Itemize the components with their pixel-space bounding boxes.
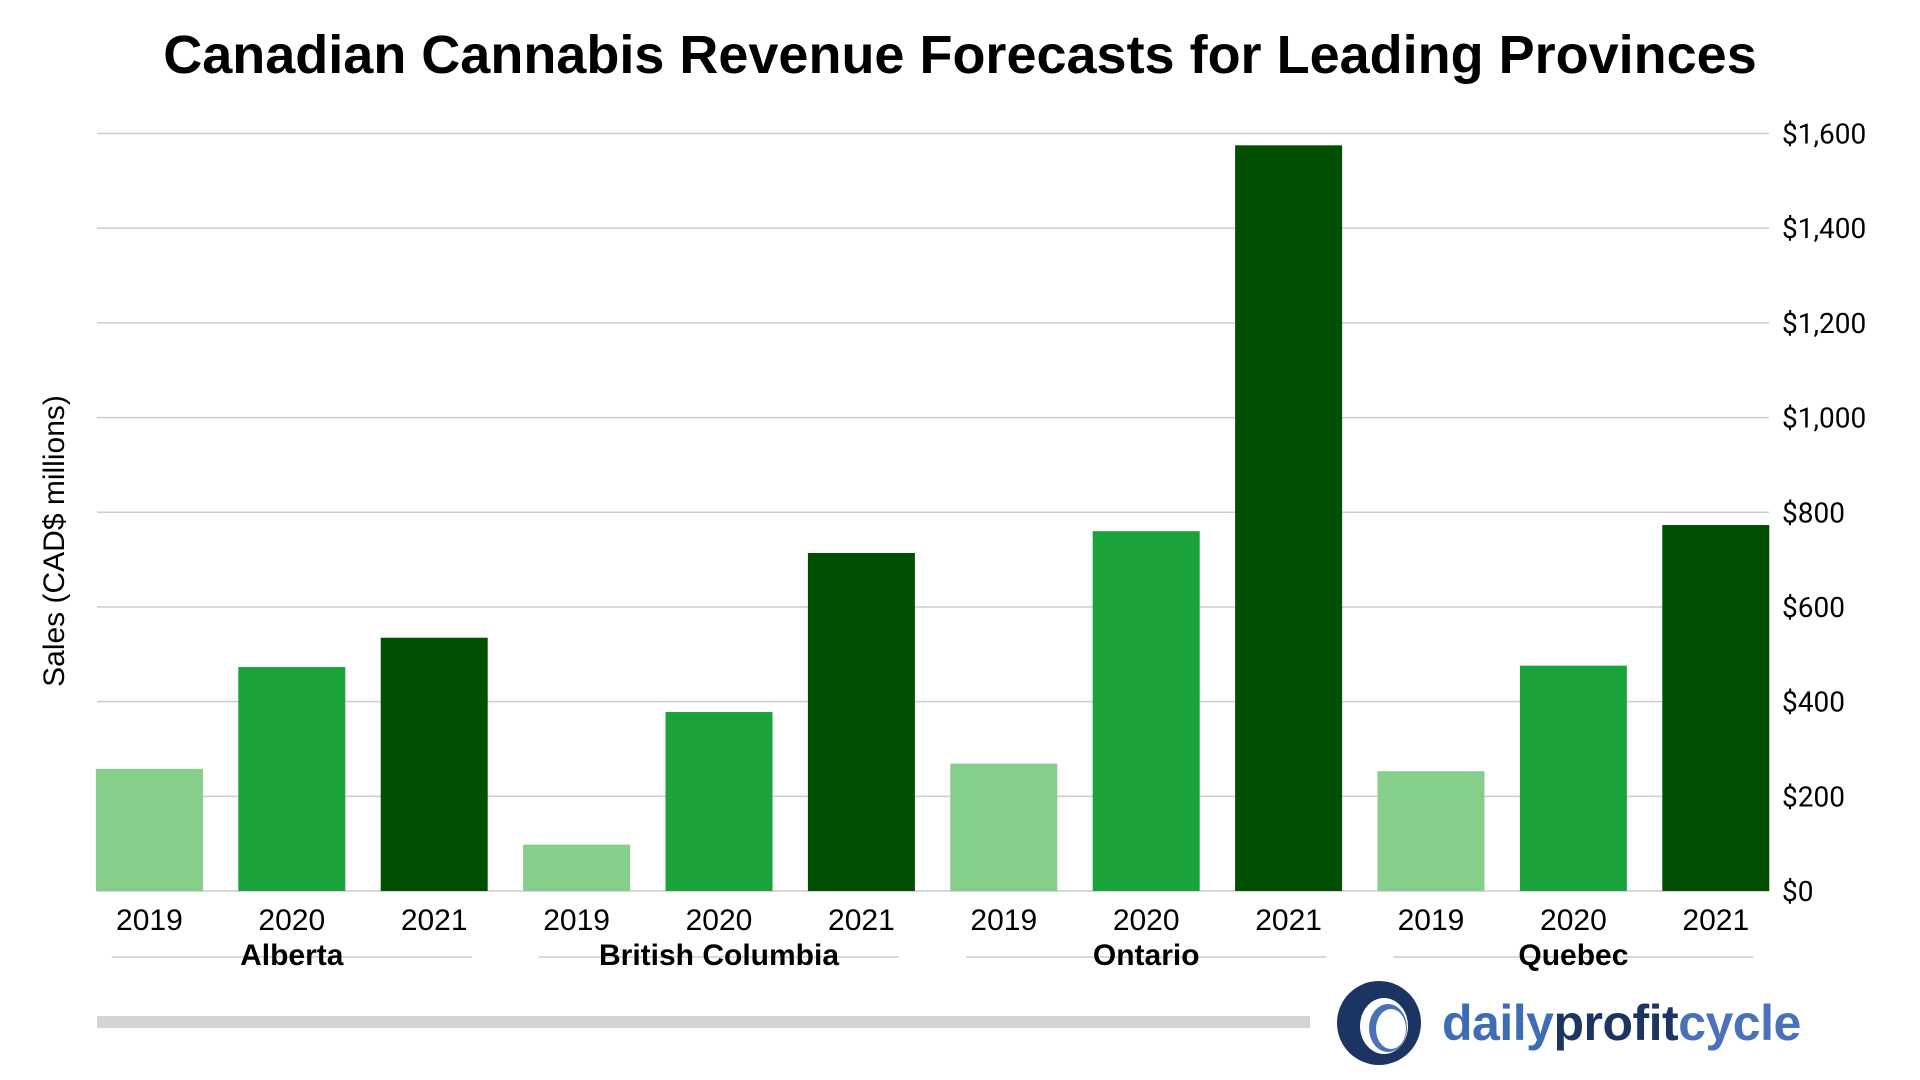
chart-title: Canadian Cannabis Revenue Forecasts for … bbox=[163, 25, 1757, 85]
logo-cycle: cycle bbox=[1678, 995, 1801, 1051]
y-tick-label: $1,200 bbox=[1782, 307, 1866, 340]
bar-alberta-2021 bbox=[380, 637, 488, 891]
bar-ontario-2019 bbox=[950, 763, 1058, 891]
bar-quebec-2021 bbox=[1662, 525, 1770, 891]
y-tick-label: $600 bbox=[1782, 591, 1845, 624]
logo-text: dailyprofitcycle bbox=[1442, 994, 1801, 1052]
x-tick-label: 2021 bbox=[1682, 904, 1749, 937]
bar-british-columbia-2021 bbox=[807, 552, 915, 891]
y-tick-label: $800 bbox=[1782, 496, 1845, 529]
bar-alberta-2020 bbox=[238, 667, 346, 891]
x-tick-label: 2021 bbox=[1255, 904, 1322, 937]
x-tick-label: 2019 bbox=[116, 904, 183, 937]
bar-quebec-2019 bbox=[1377, 771, 1485, 891]
x-tick-label: 2020 bbox=[1113, 904, 1180, 937]
logo-profit: profit bbox=[1553, 995, 1679, 1051]
y-axis-title: Sales (CAD$ millions) bbox=[38, 395, 71, 687]
group-label: Ontario bbox=[1093, 939, 1200, 972]
x-tick-label: 2020 bbox=[1540, 904, 1607, 937]
logo: dailyprofitcycle bbox=[1336, 980, 1801, 1066]
bar-british-columbia-2020 bbox=[665, 712, 773, 891]
x-tick-label: 2020 bbox=[686, 904, 753, 937]
y-tick-label: $0 bbox=[1782, 875, 1813, 908]
y-tick-label: $200 bbox=[1782, 780, 1845, 813]
x-tick-label: 2021 bbox=[828, 904, 895, 937]
x-tick-label: 2020 bbox=[258, 904, 325, 937]
x-tick-label: 2021 bbox=[401, 904, 468, 937]
bar-alberta-2019 bbox=[95, 768, 203, 891]
y-tick-label: $1,000 bbox=[1782, 402, 1866, 435]
y-tick-label: $400 bbox=[1782, 686, 1845, 719]
group-label: Alberta bbox=[240, 939, 344, 972]
group-label: Quebec bbox=[1518, 939, 1628, 972]
group-label: British Columbia bbox=[599, 939, 839, 972]
x-tick-label: 2019 bbox=[543, 904, 610, 937]
y-tick-label: $1,400 bbox=[1782, 212, 1866, 245]
bar-quebec-2020 bbox=[1519, 665, 1627, 891]
bar-ontario-2020 bbox=[1092, 531, 1200, 891]
y-tick-label: $1,600 bbox=[1782, 118, 1866, 151]
logo-circle-icon bbox=[1337, 981, 1421, 1065]
logo-daily: daily bbox=[1442, 995, 1554, 1051]
x-tick-label: 2019 bbox=[970, 904, 1037, 937]
scrollbar[interactable] bbox=[97, 1016, 1310, 1028]
x-tick-label: 2019 bbox=[1398, 904, 1465, 937]
bar-british-columbia-2019 bbox=[523, 844, 631, 891]
bar-ontario-2021 bbox=[1235, 145, 1343, 891]
